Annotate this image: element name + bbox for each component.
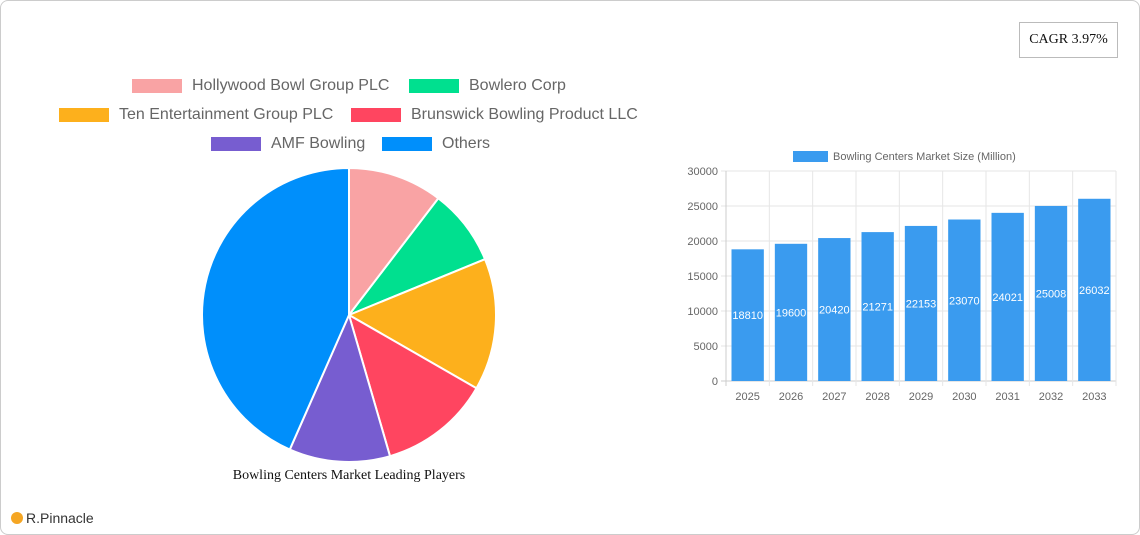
legend-label: Hollywood Bowl Group PLC <box>192 77 390 94</box>
legend-swatch <box>132 79 182 93</box>
legend-label: Others <box>442 135 491 152</box>
data-label: 23070 <box>949 295 980 307</box>
bar[interactable] <box>1078 198 1111 381</box>
bar[interactable] <box>991 212 1024 381</box>
data-label: 25008 <box>1036 288 1067 300</box>
legend-label: AMF Bowling <box>271 135 366 152</box>
data-label: 20420 <box>819 305 850 317</box>
brand-logo: R.Pinnacle <box>11 510 94 526</box>
pie-title: Bowling Centers Market Leading Players <box>232 468 466 483</box>
legend-swatch <box>351 108 401 122</box>
brand-name: R.Pinnacle <box>26 510 94 526</box>
x-tick-label: 2031 <box>995 391 1019 403</box>
legend-swatch <box>409 79 459 93</box>
legend-label: Ten Entertainment Group PLC <box>119 106 334 123</box>
x-tick-label: 2027 <box>822 391 846 403</box>
bar[interactable] <box>1034 205 1068 381</box>
legend-swatch <box>382 137 432 151</box>
x-tick-label: 2030 <box>952 391 976 403</box>
x-tick-label: 2029 <box>909 391 933 403</box>
legend-item[interactable]: Bowlero Corp <box>409 77 566 95</box>
data-label: 26032 <box>1079 285 1110 297</box>
legend-item[interactable]: Brunswick Bowling Product LLC <box>351 106 638 124</box>
y-tick-label: 20000 <box>687 236 718 248</box>
cagr-badge: CAGR 3.97% <box>1019 22 1118 58</box>
legend-swatch <box>211 137 261 151</box>
legend-label: Brunswick Bowling Product LLC <box>411 106 638 123</box>
legend-swatch <box>59 108 109 122</box>
bar[interactable] <box>774 243 808 381</box>
y-tick-label: 5000 <box>694 341 718 353</box>
x-tick-label: 2025 <box>735 391 759 403</box>
bar[interactable] <box>861 232 894 381</box>
data-label: 18810 <box>732 310 763 322</box>
logo-icon <box>11 512 23 524</box>
y-tick-label: 0 <box>712 376 718 388</box>
legend-item[interactable]: AMF Bowling <box>211 135 365 153</box>
legend-swatch <box>793 151 828 162</box>
legend-item[interactable]: Ten Entertainment Group PLC <box>59 106 333 124</box>
data-label: 21271 <box>862 302 893 314</box>
legend-label: Bowlero Corp <box>469 77 566 94</box>
data-label: 24021 <box>992 292 1023 304</box>
y-tick-label: 15000 <box>687 271 718 283</box>
data-label: 19600 <box>776 307 807 319</box>
bar[interactable] <box>904 225 938 381</box>
y-tick-label: 25000 <box>687 201 718 213</box>
x-tick-label: 2028 <box>865 391 889 403</box>
x-tick-label: 2032 <box>1039 391 1063 403</box>
y-tick-label: 10000 <box>687 306 718 318</box>
bar[interactable] <box>731 249 764 381</box>
data-label: 22153 <box>906 298 937 310</box>
bar[interactable] <box>818 238 851 381</box>
x-tick-label: 2033 <box>1082 391 1106 403</box>
legend-item[interactable]: Hollywood Bowl Group PLC <box>132 77 389 95</box>
y-tick-label: 30000 <box>687 166 718 178</box>
x-tick-label: 2026 <box>779 391 803 403</box>
legend-item[interactable]: Others <box>382 135 490 153</box>
bar[interactable] <box>948 219 981 381</box>
legend-label[interactable]: Bowling Centers Market Size (Million) <box>833 151 1016 163</box>
